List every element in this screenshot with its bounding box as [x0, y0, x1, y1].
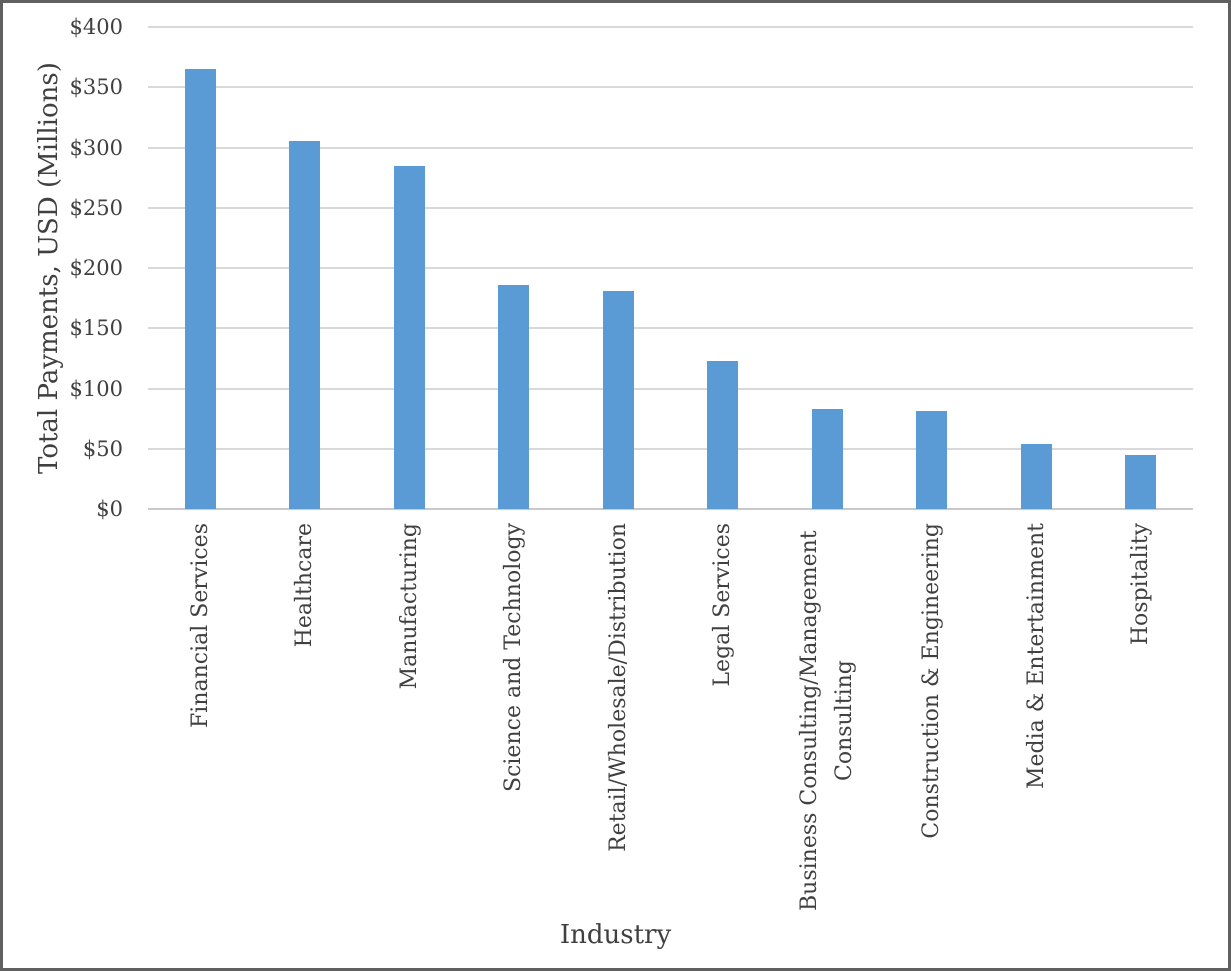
bars — [148, 27, 1193, 509]
x-label-slot: Hospitality — [1089, 523, 1194, 919]
gridline — [148, 447, 1193, 450]
x-label-slot: Financial Services — [148, 523, 253, 919]
bar-slot — [984, 27, 1089, 509]
x-label-slot: Healthcare — [253, 523, 358, 919]
bar — [393, 165, 425, 509]
bar — [707, 360, 739, 509]
y-tick-label: $400 — [69, 15, 123, 39]
gridline — [148, 206, 1193, 209]
y-tick-label: $200 — [69, 256, 123, 280]
bar — [916, 411, 948, 509]
bar — [498, 284, 530, 509]
x-label-slot: Manufacturing — [357, 523, 462, 919]
gridlines — [148, 26, 1193, 510]
x-tick-label: Financial Services — [187, 523, 213, 728]
x-tick-label: Retail/Wholesale/Distribution — [605, 523, 631, 852]
x-axis-line — [148, 508, 1193, 510]
x-axis-title: Industry — [559, 920, 672, 950]
x-label-slot: Legal Services — [671, 523, 776, 919]
bar-slot — [357, 27, 462, 509]
gridline — [148, 267, 1193, 269]
y-tick-label: $0 — [96, 497, 123, 521]
y-tick-label: $100 — [69, 376, 123, 401]
y-tick-label: $150 — [69, 316, 123, 341]
x-tick-label: Legal Services — [710, 523, 736, 687]
bar-slot — [253, 27, 358, 509]
bar — [1125, 454, 1157, 509]
x-label-slot: Media & Entertainment — [984, 523, 1089, 919]
gridline — [148, 387, 1193, 390]
bar-slot — [775, 27, 880, 509]
gridline — [148, 26, 1193, 28]
x-tick-label: Media & Entertainment — [1023, 523, 1049, 790]
x-axis-labels: Financial Services Healthcare Manufacturin… — [148, 523, 1193, 919]
x-tick-label: Hospitality — [1128, 523, 1154, 646]
y-tick-label: $250 — [69, 195, 123, 220]
bar-slot — [566, 27, 671, 509]
y-axis-ticks: $0 $50 $100 $150 $200 $250 $300 $350 $400 — [3, 15, 123, 521]
x-label-slot: Science and Technology — [462, 523, 567, 919]
y-tick-label: $300 — [69, 135, 123, 160]
bar — [184, 69, 216, 509]
x-tick-label: Business Consulting/Management Consultin… — [797, 530, 858, 912]
gridline — [148, 327, 1193, 330]
x-tick-label: Science and Technology — [501, 523, 527, 792]
y-tick-label: $50 — [82, 436, 123, 461]
x-label-slot: Retail/Wholesale/Distribution — [566, 523, 671, 919]
gridline — [148, 146, 1193, 149]
bar — [602, 290, 634, 509]
x-tick-label: Healthcare — [292, 523, 318, 648]
x-label-slot: Business Consulting/Management Consultin… — [775, 523, 880, 919]
bar-slot — [462, 27, 567, 509]
x-tick-label: Manufacturing — [396, 523, 422, 690]
x-tick-label: Construction & Engineering — [919, 523, 945, 839]
bar — [289, 141, 321, 509]
bar-slot — [148, 27, 253, 509]
x-label-slot: Construction & Engineering — [880, 523, 985, 919]
bar — [1020, 443, 1052, 509]
bar-slot — [880, 27, 985, 509]
plot-area — [148, 26, 1193, 510]
y-tick-label: $350 — [69, 75, 123, 100]
bar-slot — [671, 27, 776, 509]
bar — [811, 409, 843, 509]
gridline — [148, 86, 1193, 89]
bar-slot — [1089, 27, 1194, 509]
